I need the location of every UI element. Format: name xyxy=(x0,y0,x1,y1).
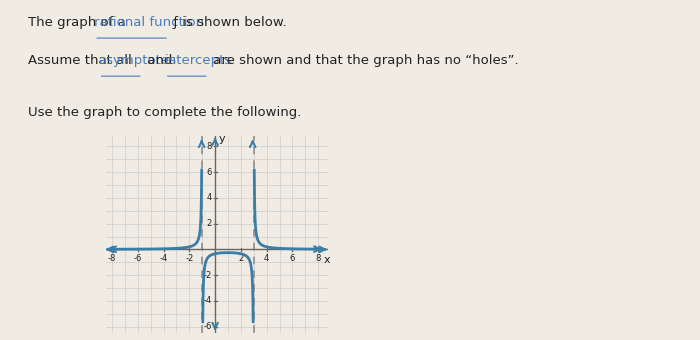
Text: -6: -6 xyxy=(134,254,142,263)
Text: 8: 8 xyxy=(206,142,212,151)
Text: 2: 2 xyxy=(238,254,244,263)
Text: -8: -8 xyxy=(108,254,116,263)
Text: Assume that all: Assume that all xyxy=(28,54,136,67)
Text: ƒ is shown below.: ƒ is shown below. xyxy=(169,16,287,29)
Text: The graph of a: The graph of a xyxy=(28,16,130,29)
Text: intercepts: intercepts xyxy=(164,54,232,67)
Text: are shown and that the graph has no “holes”.: are shown and that the graph has no “hol… xyxy=(209,54,519,67)
Text: -2: -2 xyxy=(204,271,212,280)
Text: 8: 8 xyxy=(316,254,321,263)
Text: rational function: rational function xyxy=(94,16,204,29)
Text: -6: -6 xyxy=(204,322,212,331)
Text: 6: 6 xyxy=(206,168,212,176)
Text: x: x xyxy=(323,255,330,265)
Text: 2: 2 xyxy=(206,219,212,228)
Text: and: and xyxy=(143,54,176,67)
Text: Use the graph to complete the following.: Use the graph to complete the following. xyxy=(28,106,302,119)
Text: -2: -2 xyxy=(186,254,193,263)
Text: -4: -4 xyxy=(204,296,212,305)
Text: asymptotes: asymptotes xyxy=(99,54,176,67)
Text: -4: -4 xyxy=(160,254,167,263)
Text: 6: 6 xyxy=(290,254,295,263)
Text: y: y xyxy=(218,134,225,144)
Text: 4: 4 xyxy=(264,254,270,263)
Text: 4: 4 xyxy=(206,193,212,202)
